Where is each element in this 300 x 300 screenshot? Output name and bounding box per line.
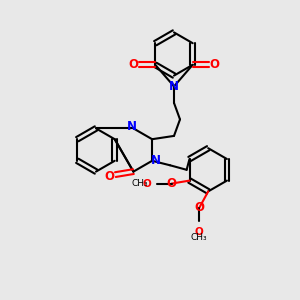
Text: N: N	[127, 120, 137, 134]
Text: O: O	[195, 227, 204, 237]
Text: O: O	[104, 169, 114, 183]
Text: O: O	[128, 58, 138, 71]
Text: CH₃: CH₃	[131, 179, 148, 188]
Text: CH₃: CH₃	[191, 233, 208, 242]
Text: O: O	[210, 58, 220, 71]
Text: O: O	[194, 201, 205, 214]
Text: N: N	[169, 80, 179, 93]
Text: O: O	[166, 177, 176, 190]
Text: N: N	[151, 154, 161, 167]
Text: O: O	[142, 178, 151, 189]
